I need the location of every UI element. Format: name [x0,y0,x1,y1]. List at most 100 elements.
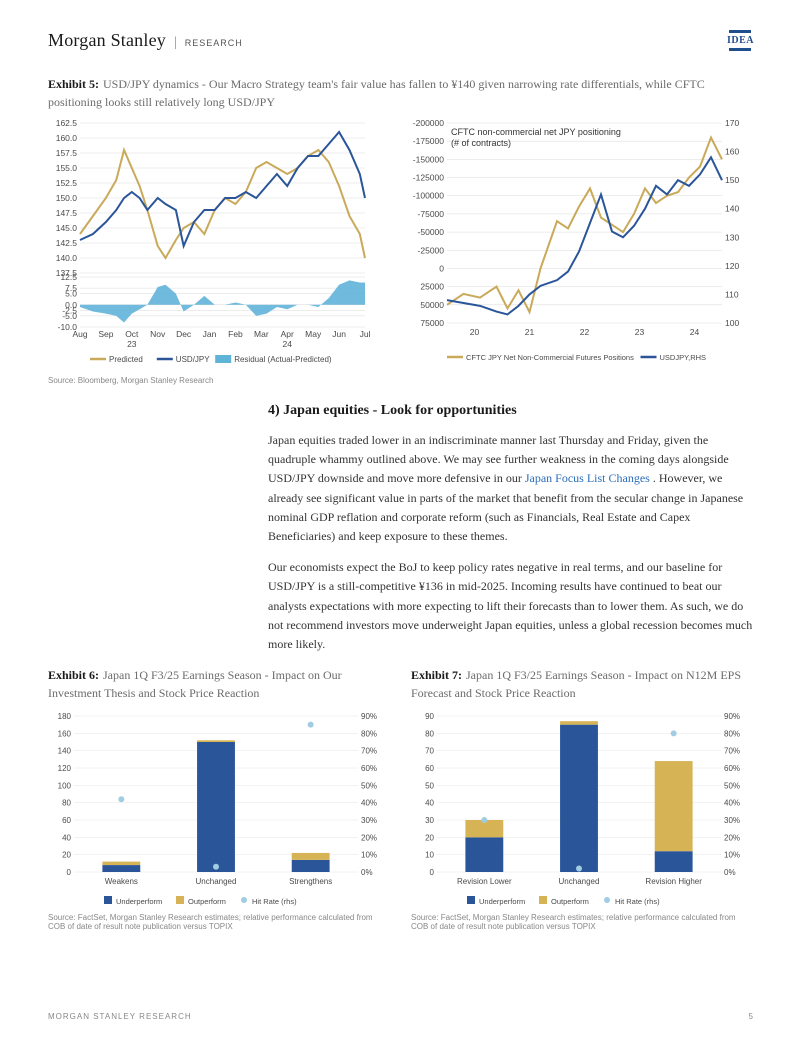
svg-text:70%: 70% [361,747,377,756]
svg-text:Weakens: Weakens [105,877,138,886]
svg-text:145.0: 145.0 [56,223,78,233]
svg-text:50%: 50% [724,781,740,790]
svg-text:10%: 10% [724,851,740,860]
brand-name: Morgan Stanley [48,30,166,51]
svg-text:-25000: -25000 [418,245,445,255]
svg-text:-50000: -50000 [418,227,445,237]
svg-text:70: 70 [425,747,434,756]
svg-text:Hit Rate (rhs): Hit Rate (rhs) [252,897,297,906]
svg-text:0: 0 [67,868,72,877]
svg-text:0: 0 [439,263,444,273]
svg-text:Dec: Dec [176,329,192,339]
svg-text:Strengthens: Strengthens [289,877,332,886]
svg-text:140.0: 140.0 [56,253,78,263]
svg-text:24: 24 [690,327,700,337]
svg-text:21: 21 [525,327,535,337]
svg-text:Oct: Oct [125,329,139,339]
svg-text:150: 150 [725,175,739,185]
section4-p1: Japan equities traded lower in an indisc… [268,431,754,546]
exhibit6-source: Source: FactSet, Morgan Stanley Research… [48,913,391,931]
svg-text:May: May [305,329,322,339]
svg-text:50%: 50% [361,781,377,790]
svg-text:120: 120 [58,764,72,773]
svg-text:Underperform: Underperform [116,897,162,906]
svg-text:23: 23 [635,327,645,337]
footer-page: 5 [749,1012,754,1021]
idea-bar-top [729,30,751,33]
svg-text:(# of contracts): (# of contracts) [451,138,511,148]
svg-text:-75000: -75000 [418,209,445,219]
svg-text:Apr: Apr [281,329,294,339]
brand-division: RESEARCH [185,38,243,48]
exhibit7-col: Exhibit 7: Japan 1Q F3/25 Earnings Seaso… [411,666,754,949]
svg-text:60: 60 [425,764,434,773]
svg-text:Outperform: Outperform [188,897,226,906]
page-header: Morgan Stanley | RESEARCH IDEA [48,30,754,51]
brand-block: Morgan Stanley | RESEARCH [48,30,243,51]
svg-text:Hit Rate (rhs): Hit Rate (rhs) [615,897,660,906]
svg-text:130: 130 [725,232,739,242]
svg-text:160: 160 [58,729,72,738]
svg-text:Revision Lower: Revision Lower [457,877,512,886]
svg-text:80: 80 [425,729,434,738]
svg-text:160.0: 160.0 [56,133,78,143]
svg-text:147.5: 147.5 [56,208,78,218]
exhibit7-source: Source: FactSet, Morgan Stanley Research… [411,913,754,931]
svg-text:CFTC JPY Net Non-Commercial Fu: CFTC JPY Net Non-Commercial Futures Posi… [466,353,634,362]
svg-text:30%: 30% [724,816,740,825]
svg-text:140: 140 [58,747,72,756]
exhibit7-header: Exhibit 7: Japan 1Q F3/25 Earnings Seaso… [411,666,754,702]
research-page: Morgan Stanley | RESEARCH IDEA Exhibit 5… [0,0,802,1037]
svg-text:Jun: Jun [332,329,346,339]
svg-text:12.5: 12.5 [60,272,77,282]
exhibit5-source: Source: Bloomberg, Morgan Stanley Resear… [48,376,754,385]
chart-5-right-svg: -200000-175000-150000-125000-100000-7500… [405,117,750,367]
svg-text:-100000: -100000 [413,191,444,201]
svg-text:10%: 10% [361,851,377,860]
chart-6-svg: 00%2010%4020%6030%8040%10050%12060%14070… [48,708,388,908]
section4-heading: 4) Japan equities - Look for opportuniti… [268,403,754,419]
svg-text:USD/JPY: USD/JPY [176,355,210,364]
svg-text:USDJPY,RHS: USDJPY,RHS [660,353,707,362]
svg-text:Mar: Mar [254,329,269,339]
section4-p2: Our economists expect the BoJ to keep po… [268,558,754,654]
exhibit6-label: Exhibit 6: [48,668,99,682]
svg-text:90%: 90% [724,712,740,721]
svg-text:CFTC non-commercial net JPY po: CFTC non-commercial net JPY positioning [451,127,621,137]
svg-text:180: 180 [58,712,72,721]
svg-text:Outperform: Outperform [551,897,589,906]
exhibit5-label: Exhibit 5: [48,77,99,91]
svg-text:170: 170 [725,118,739,128]
svg-text:Aug: Aug [72,329,87,339]
svg-text:50000: 50000 [420,300,444,310]
idea-badge: IDEA [727,30,754,51]
svg-text:-175000: -175000 [413,136,444,146]
svg-text:7.5: 7.5 [65,283,77,293]
chart-5-left-svg: 137.5140.0142.5145.0147.5150.0152.5155.0… [48,117,393,367]
svg-text:50: 50 [425,781,434,790]
svg-text:Revision Higher: Revision Higher [645,877,702,886]
svg-text:-200000: -200000 [413,118,444,128]
idea-text: IDEA [727,35,754,46]
svg-text:40: 40 [62,833,71,842]
svg-text:23: 23 [127,339,137,349]
footer-left: MORGAN STANLEY RESEARCH [48,1012,192,1021]
svg-text:120: 120 [725,261,739,271]
svg-text:0: 0 [430,868,435,877]
svg-text:90%: 90% [361,712,377,721]
exhibit5-left-chart: 137.5140.0142.5145.0147.5150.0152.5155.0… [48,117,393,372]
svg-text:90: 90 [425,712,434,721]
svg-text:Feb: Feb [228,329,243,339]
svg-text:160: 160 [725,147,739,157]
japan-focus-list-link[interactable]: Japan Focus List Changes [525,471,650,485]
svg-text:75000: 75000 [420,318,444,328]
svg-text:152.5: 152.5 [56,178,78,188]
svg-text:-150000: -150000 [413,154,444,164]
exhibits-6-7-row: Exhibit 6: Japan 1Q F3/25 Earnings Seaso… [48,666,754,949]
exhibit7-label: Exhibit 7: [411,668,462,682]
page-footer: MORGAN STANLEY RESEARCH 5 [48,1012,754,1021]
svg-text:0%: 0% [361,868,373,877]
svg-text:20: 20 [425,833,434,842]
exhibit5-desc: USD/JPY dynamics - Our Macro Strategy te… [48,77,705,109]
exhibit5-charts: 137.5140.0142.5145.0147.5150.0152.5155.0… [48,117,754,372]
